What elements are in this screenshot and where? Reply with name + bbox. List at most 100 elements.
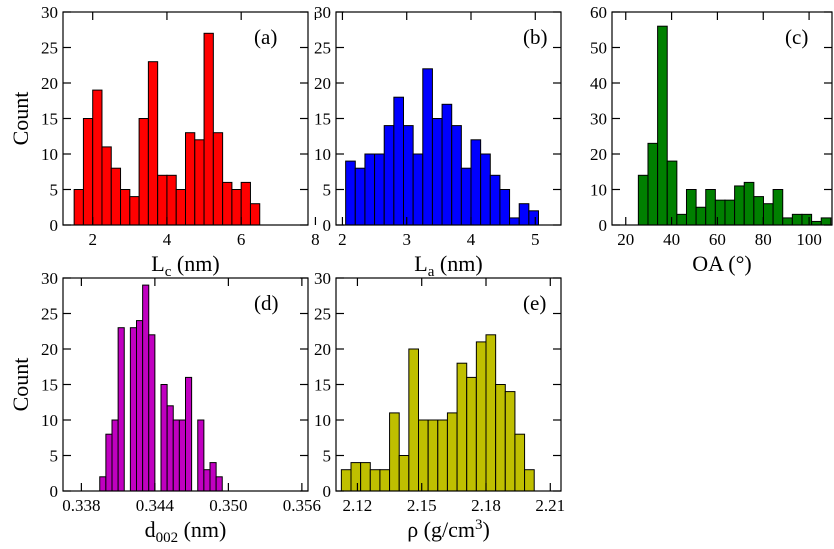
- panel-b-label: (b): [523, 25, 548, 49]
- panel-c-xtick-label-3: 80: [755, 230, 772, 249]
- panel-a-bar-8: [147, 61, 159, 226]
- panel-a-bar-3: [101, 146, 112, 226]
- panel-c-bar-14: [772, 189, 784, 226]
- panel-e-bar-16: [495, 384, 506, 492]
- panel-d-bar-1: [105, 433, 113, 492]
- panel-a-bar-11: [175, 189, 186, 226]
- panel-d-bar-0: [99, 476, 107, 492]
- panel-d-bar-3: [117, 327, 125, 492]
- panel-b-bar-14: [480, 153, 491, 226]
- panel-a-ytick-label-2: 10: [41, 145, 58, 164]
- panel-a-bar-1: [82, 118, 94, 226]
- panel-d-bar-11: [166, 405, 174, 492]
- panel-b-bar-10: [441, 103, 453, 226]
- panel-b-bar-15: [489, 174, 501, 226]
- panel-e-bar-15: [485, 334, 497, 492]
- panel-e-bar-13: [466, 376, 477, 492]
- panel-e-bar-18: [514, 433, 526, 492]
- panel-b-ytick-label-3: 15: [314, 110, 331, 129]
- panel-b-bar-5: [393, 96, 405, 226]
- panel-e-bar-12: [456, 362, 468, 492]
- panel-e-ytick-label-5: 25: [314, 305, 331, 324]
- panel-d-bar-17: [203, 469, 211, 492]
- panel-a-bar-16: [222, 181, 233, 226]
- panel-a: 2 4 6 8 0 5 10 15 20 25 30 (a) Lc (nm) Count: [8, 3, 320, 280]
- panel-d-bar-2: [111, 419, 119, 492]
- panel-b-ytick-label-0: 0: [323, 216, 332, 235]
- panel-b-bar-17: [509, 217, 520, 226]
- panel-a-bar-9: [157, 174, 168, 226]
- panel-e-ytick-label-2: 10: [314, 411, 331, 430]
- panel-c-ytick-label-4: 40: [590, 74, 607, 93]
- panel-a-xlabel: Lc (nm): [151, 251, 219, 280]
- panel-b-bar-1: [354, 167, 366, 226]
- panel-a-ytick-label-5: 25: [41, 39, 58, 58]
- panel-d-bar-14: [185, 376, 193, 492]
- panel-b-bar-12: [460, 167, 472, 226]
- panel-b-bar-6: [403, 125, 414, 226]
- panel-e-xtick-label-3: 2.21: [535, 496, 565, 515]
- panel-d-ytick-label-0: 0: [50, 482, 59, 501]
- panel-e-xtick-label-2: 2.18: [471, 496, 501, 515]
- panel-a-bar-19: [249, 203, 261, 226]
- panel-d-ytick-label-6: 30: [41, 269, 58, 288]
- panel-d-bar-19: [215, 476, 223, 492]
- panel-e-ytick-label-1: 5: [323, 447, 332, 466]
- panel-e-bar-3: [369, 469, 381, 492]
- panel-d-bar-7: [142, 284, 150, 492]
- panel-c: 20 40 60 80 100 0 10 20 30 40 50 60 (c) OA (°): [590, 3, 833, 276]
- panel-e-bar-11: [446, 412, 458, 492]
- panel-b-bar-11: [451, 125, 462, 226]
- panel-b-ytick-label-2: 10: [314, 145, 331, 164]
- panel-e-bar-1: [350, 462, 362, 492]
- panel-a-bar-10: [166, 174, 177, 226]
- panel-d-bar-13: [178, 419, 186, 492]
- panel-a-label: (a): [254, 25, 277, 49]
- panel-e-bar-6: [398, 455, 410, 492]
- panel-d-ytick-label-1: 5: [50, 447, 59, 466]
- panel-b-bar-8: [422, 68, 433, 226]
- panel-c-xtick-label-2: 60: [709, 230, 726, 249]
- panel-c-bar-10: [734, 185, 745, 226]
- panel-d-xlabel: d002 (nm): [145, 517, 227, 546]
- panel-b-bar-19: [528, 210, 539, 226]
- panel-c-bar-7: [705, 189, 716, 226]
- panel-c-ytick-label-6: 60: [590, 3, 607, 22]
- panel-a-ytick-label-4: 20: [41, 74, 58, 93]
- panel-e-bar-2: [360, 462, 371, 492]
- panel-b-ytick-label-4: 20: [314, 74, 331, 93]
- panel-c-bar-13: [762, 203, 774, 226]
- panel-d-bar-10: [160, 384, 168, 492]
- panel-e: 2.12 2.15 2.18 2.21 0 5 10 15 20 25 30 (e) ρ (g/cm3): [314, 269, 565, 542]
- panel-e-xlabel: ρ (g/cm3): [407, 517, 490, 542]
- panel-e-ytick-label-6: 30: [314, 269, 331, 288]
- panel-c-bar-6: [695, 206, 707, 226]
- panel-d-xtick-label-1: 0.344: [136, 496, 175, 515]
- panel-d-ylabel: Count: [8, 358, 33, 412]
- panel-d-bar-5: [129, 327, 137, 492]
- panel-a-bar-4: [110, 167, 122, 226]
- panel-c-bar-19: [820, 217, 832, 226]
- panel-d-ytick-label-5: 25: [41, 305, 58, 324]
- panel-a-ytick-label-3: 15: [41, 110, 58, 129]
- panel-d-xtick-label-0: 0.338: [62, 496, 100, 515]
- panel-a-ytick-label-6: 30: [41, 3, 58, 22]
- panel-e-ytick-label-3: 15: [314, 376, 331, 395]
- panel-a-xtick-label-3: 8: [311, 230, 320, 249]
- panel-c-ytick-label-3: 30: [590, 110, 607, 129]
- panel-e-ytick-label-0: 0: [323, 482, 332, 501]
- panel-b-xtick-label-3: 5: [531, 230, 540, 249]
- panel-b-bar-9: [431, 118, 443, 226]
- panel-e-bar-17: [504, 391, 516, 492]
- panel-d-bar-8: [148, 334, 156, 492]
- panel-b-bar-18: [518, 203, 530, 226]
- panel-a-bar-5: [120, 189, 131, 226]
- panel-a-bar-13: [194, 139, 205, 226]
- panel-b-xtick-label-2: 4: [467, 230, 476, 249]
- panel-d-ytick-label-3: 15: [41, 376, 58, 395]
- panel-b: 2 3 4 5 0 5 10 15 20 25 30 (b) La (nm): [314, 3, 562, 280]
- panel-c-bar-0: [637, 174, 649, 226]
- panel-c-xtick-label-4: 100: [796, 230, 822, 249]
- panel-a-bar-7: [138, 118, 149, 226]
